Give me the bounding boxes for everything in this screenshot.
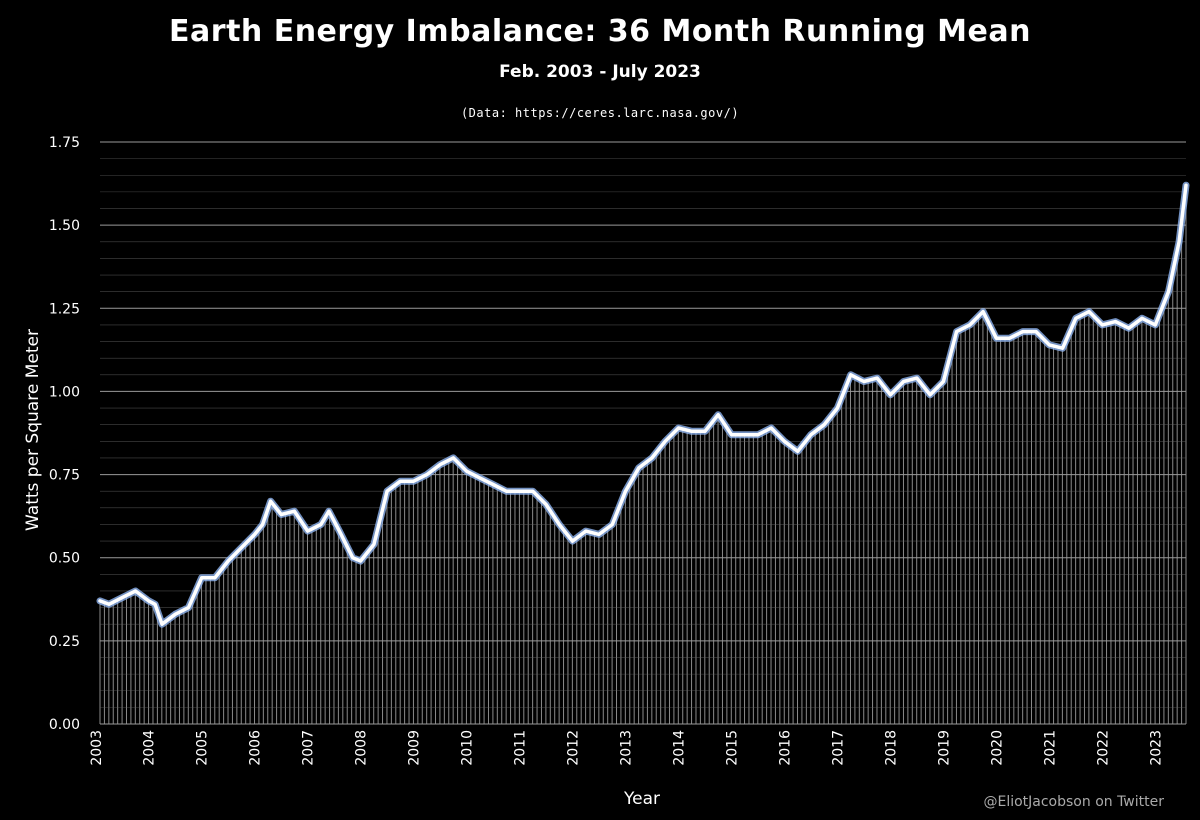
- x-tick-label-18: 2021: [1042, 730, 1058, 766]
- x-tick-label-8: 2011: [513, 730, 529, 766]
- horizontal-gridlines: [100, 141, 1186, 725]
- y-tick-label-6: 1.50: [49, 218, 80, 234]
- author-credit: @EliotJacobson on Twitter: [983, 794, 1164, 810]
- data-source-note: (Data: https://ceres.larc.nasa.gov/): [460, 106, 740, 120]
- x-tick-label-16: 2019: [936, 730, 952, 766]
- x-tick-label-1: 2004: [142, 730, 158, 766]
- hatched-area-fill: [99, 185, 1187, 724]
- x-tick-label-10: 2013: [619, 730, 635, 766]
- x-tick-label-4: 2007: [301, 730, 317, 766]
- y-tick-label-5: 1.25: [49, 301, 80, 317]
- x-axis-label: Year: [623, 789, 660, 809]
- x-tick-label-9: 2012: [566, 730, 582, 766]
- series-line-group: [96, 181, 1190, 628]
- x-tick-label-3: 2006: [248, 730, 264, 766]
- x-tick-label-6: 2009: [407, 730, 423, 766]
- chart-title: Earth Energy Imbalance: 36 Month Running…: [169, 14, 1031, 49]
- y-tick-label-1: 0.25: [49, 634, 80, 650]
- y-tick-label-7: 1.75: [49, 135, 80, 151]
- x-tick-label-15: 2018: [883, 730, 899, 766]
- x-tick-label-2: 2005: [195, 730, 211, 766]
- x-axis-tick-labels: 2003 2004 2005 2006 2007 2008 2009 2010 2011 2012…: [89, 730, 1165, 766]
- y-tick-label-0: 0.00: [49, 717, 80, 733]
- y-axis-label: Watts per Square Meter: [23, 329, 43, 531]
- x-tick-label-20: 2023: [1148, 730, 1164, 766]
- x-tick-label-11: 2014: [671, 730, 687, 766]
- x-tick-label-5: 2008: [354, 730, 370, 766]
- x-tick-label-19: 2022: [1095, 730, 1111, 766]
- y-tick-label-2: 0.50: [49, 551, 80, 567]
- y-tick-label-4: 1.00: [49, 384, 80, 400]
- chart-subtitle: Feb. 2003 - July 2023: [499, 62, 701, 82]
- y-axis-tick-labels: 0.00 0.25 0.50 0.75 1.00 1.25 1.50 1.75: [49, 135, 80, 733]
- y-tick-label-3: 0.75: [49, 468, 80, 484]
- x-tick-label-14: 2017: [830, 730, 846, 766]
- x-tick-label-0: 2003: [89, 730, 105, 766]
- x-tick-label-7: 2010: [460, 730, 476, 766]
- x-tick-label-12: 2015: [724, 730, 740, 766]
- x-tick-label-17: 2020: [989, 730, 1005, 766]
- x-tick-label-13: 2016: [777, 730, 793, 766]
